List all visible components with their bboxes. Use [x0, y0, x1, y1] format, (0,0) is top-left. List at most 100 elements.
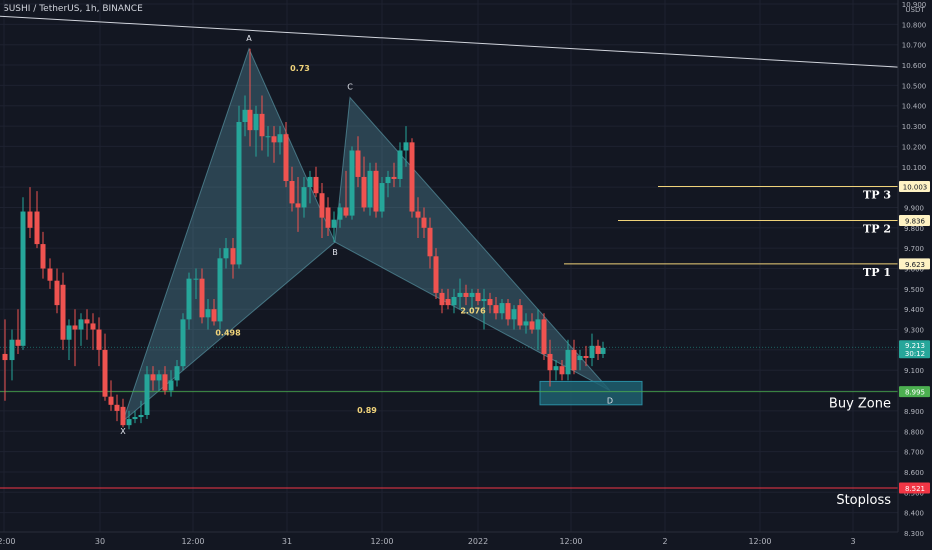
- candle-body: [132, 417, 138, 420]
- y-tick-label: 9.800: [904, 225, 924, 233]
- level-name-label: Stoploss: [836, 493, 891, 508]
- x-tick-label: 12:00: [181, 537, 204, 546]
- candle-body: [150, 374, 156, 381]
- candle-body: [230, 248, 236, 265]
- level-name-label: Buy Zone: [829, 397, 891, 412]
- candle-body: [571, 349, 577, 371]
- y-tick-label: 10.900: [902, 1, 927, 9]
- candle-body: [457, 292, 463, 297]
- candle-body: [343, 207, 349, 216]
- candle-body: [126, 419, 132, 426]
- candle-body: [600, 347, 606, 354]
- candle-body: [20, 211, 26, 346]
- candle-body: [102, 349, 108, 397]
- candle-body: [180, 319, 186, 367]
- candle-body: [9, 339, 15, 361]
- y-tick-label: 9.100: [904, 367, 924, 375]
- candle-body: [367, 170, 373, 208]
- pattern-point-label: A: [246, 34, 252, 43]
- candle-body: [493, 305, 499, 314]
- candle-body: [529, 321, 535, 330]
- candle-body: [223, 248, 229, 259]
- candle-body: [451, 296, 457, 306]
- candle-body: [138, 414, 144, 418]
- y-tick-label: 10.500: [902, 82, 927, 90]
- candle-body: [445, 299, 451, 306]
- candle-body: [589, 345, 595, 359]
- x-axis-panel: [0, 532, 898, 550]
- x-tick-label: 12:00: [748, 537, 771, 546]
- countdown-label: 30:12: [905, 350, 925, 358]
- candle-body: [34, 211, 40, 245]
- pattern-point-label: C: [347, 83, 353, 92]
- x-tick-label: 12:00: [370, 537, 393, 546]
- price-tag-tp-2: 9.836: [905, 217, 926, 225]
- chart-title: SUSHI / TetherUS, 1h, BINANCE: [3, 4, 143, 14]
- y-tick-label: 10.300: [902, 123, 927, 131]
- candle-body: [469, 292, 475, 297]
- x-tick-label: 31: [282, 537, 292, 546]
- candle-body: [391, 176, 397, 179]
- candle-body: [2, 353, 8, 361]
- candle-body: [355, 150, 361, 177]
- candle-body: [583, 355, 589, 359]
- y-tick-label: 8.300: [904, 530, 924, 538]
- candle-body: [511, 309, 517, 320]
- y-tick-label: 9.500: [904, 286, 924, 294]
- candle-body: [72, 325, 78, 330]
- level-name-label: TP 1: [863, 266, 891, 279]
- candle-body: [90, 323, 96, 330]
- x-tick-label: 12:00: [0, 537, 16, 546]
- candle-body: [421, 217, 427, 228]
- candle-body: [47, 268, 53, 281]
- candle-body: [433, 256, 439, 293]
- candle-body: [247, 109, 253, 131]
- candle-body: [242, 109, 248, 123]
- y-axis-panel: [898, 0, 932, 550]
- x-tick-label: 2: [662, 537, 667, 546]
- candle-body: [385, 176, 391, 184]
- y-tick-label: 10.800: [902, 21, 927, 29]
- candle-body: [60, 284, 66, 340]
- candle-body: [211, 309, 217, 322]
- candle-body: [199, 278, 205, 318]
- y-tick-label: 8.600: [904, 469, 924, 477]
- candle-body: [349, 150, 355, 216]
- candle-body: [168, 380, 174, 391]
- price-tag-buy-zone: 8.995: [905, 389, 925, 397]
- pattern-point-label: D: [607, 397, 613, 406]
- level-name-label: TP 2: [863, 222, 891, 235]
- price-tag-stoploss-bg: [899, 482, 930, 494]
- candle-body: [481, 299, 487, 302]
- candle-body: [96, 329, 102, 350]
- candle-body: [565, 349, 571, 375]
- harmonic-xab-triangle: [121, 47, 336, 423]
- price-tag-stoploss: 8.521: [905, 485, 925, 493]
- trend-line: [0, 15, 899, 68]
- y-tick-label: 10.700: [902, 42, 927, 50]
- y-tick-label: 9.700: [904, 245, 924, 253]
- candle-body: [253, 113, 259, 131]
- candle-body: [427, 227, 433, 257]
- price-tag-tp-1: 9.623: [905, 261, 925, 269]
- price-tag-buy-zone-bg: [899, 386, 930, 398]
- candle-body: [162, 374, 168, 391]
- candle-body: [271, 136, 277, 143]
- candle-body: [259, 113, 265, 137]
- candle-body: [595, 345, 601, 354]
- y-tick-label: 9.300: [904, 327, 924, 335]
- candle-body: [397, 150, 403, 179]
- candle-body: [15, 339, 21, 346]
- candle-body: [236, 122, 242, 265]
- y-tick-label: 10.200: [902, 143, 927, 151]
- ratio-label: 0.498: [215, 329, 241, 338]
- candle-body: [217, 258, 223, 322]
- candle-body: [373, 170, 379, 212]
- candle-body: [114, 404, 120, 411]
- pattern-point-label: X: [120, 427, 126, 436]
- current-price-tag-bg: [899, 340, 930, 359]
- y-tick-label: 9.900: [904, 204, 924, 212]
- y-tick-label: 8.900: [904, 408, 924, 416]
